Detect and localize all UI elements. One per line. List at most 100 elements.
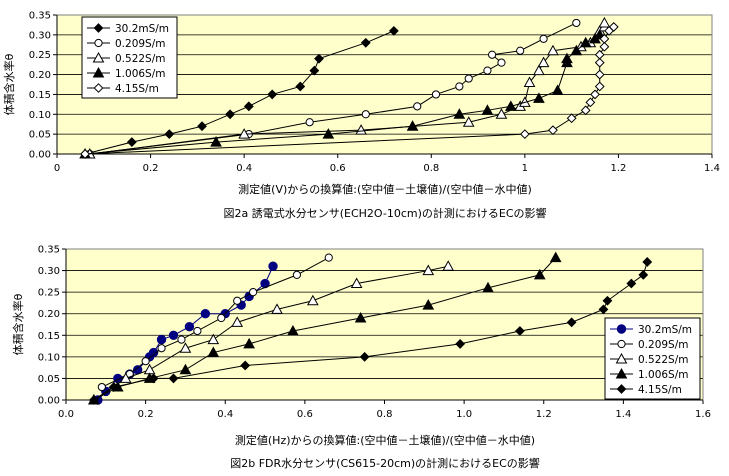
data-point (240, 360, 251, 371)
data-point (361, 110, 370, 119)
data-point (267, 89, 278, 100)
data-point (314, 53, 324, 64)
legend-label: 30.2mS/m (115, 23, 169, 35)
series-line (89, 22, 577, 155)
legend-label: 4.15S/m (638, 384, 682, 396)
data-point (179, 363, 192, 375)
data-point (579, 36, 592, 48)
legend: 30.2mS/m 0.209S/m 0.522S/m 1.006S/m 4.15S/m (81, 16, 178, 99)
data-point (442, 260, 455, 271)
data-point (422, 264, 435, 276)
y-tick-label: 0.10 (38, 352, 60, 363)
data-point (350, 277, 363, 289)
legend-marker (94, 38, 103, 48)
data-point (156, 334, 167, 345)
x-tick-label: 1.0 (456, 409, 472, 420)
data-point (455, 82, 464, 91)
series-line (93, 257, 557, 401)
data-point (516, 46, 525, 55)
x-tick-label: 0.2 (143, 163, 159, 174)
series-line (84, 30, 395, 155)
data-point (537, 56, 550, 68)
data-point (455, 339, 466, 349)
data-point (355, 124, 367, 135)
data-point (243, 337, 255, 349)
data-point (126, 137, 137, 147)
data-point (608, 22, 619, 32)
data-point (243, 101, 254, 112)
data-point (549, 251, 562, 263)
data-point (594, 49, 605, 60)
series-0.209S/m (97, 253, 333, 392)
x-tick-label: 0 (54, 163, 60, 174)
data-point (168, 330, 179, 340)
legend-label: 1.006S/m (115, 68, 166, 80)
data-point (598, 304, 609, 315)
y-tick-label: 0.05 (29, 130, 51, 141)
data-point (306, 294, 319, 306)
x-axis-label: 測定値(Hz)からの換算値:(空中値－土壌値)/(空中値－水中値) (235, 433, 535, 447)
data-point (231, 316, 244, 327)
data-point (642, 257, 653, 267)
data-point (249, 288, 258, 297)
y-tick-label: 0.30 (29, 30, 51, 41)
data-point (453, 108, 466, 119)
data-point (80, 149, 90, 159)
data-point (309, 65, 320, 76)
data-point (594, 69, 605, 80)
data-point (108, 382, 119, 392)
data-point (594, 81, 605, 92)
y-tick-label: 0.25 (38, 288, 60, 299)
data-point (626, 278, 637, 289)
x-axis-label: 測定値(V)からの換算値:(空中値－土壌値)/(空中値－水中値) (238, 182, 532, 196)
data-point (504, 100, 517, 111)
series-1.006S/m (79, 28, 606, 159)
data-point (533, 64, 545, 76)
y-tick-label: 0.15 (38, 331, 60, 342)
data-point (561, 52, 573, 64)
data-point (585, 97, 596, 108)
data-point (388, 25, 399, 36)
data-point (482, 281, 494, 293)
data-point (287, 324, 299, 336)
x-tick-label: 0.8 (423, 163, 439, 174)
data-point (413, 102, 422, 111)
y-tick-label: 0.25 (29, 50, 51, 61)
data-point (322, 128, 335, 139)
legend-label: 0.209S/m (638, 339, 689, 351)
y-tick-label: 0.20 (38, 309, 60, 320)
data-point (599, 41, 610, 52)
y-tick-label: 0.20 (29, 70, 51, 81)
series-1.006S/m (88, 251, 562, 405)
data-point (119, 372, 132, 383)
x-tick-label: 0.8 (377, 409, 393, 420)
chart-2a: 0.00 0.05 0.10 0.15 0.20 0.25 0.30 0.35 0 0.2 0.4 0… (2, 11, 720, 221)
figure-caption: 図2b FDR水分センサ(CS615-20cm)の計測におけるECの影響 (230, 456, 540, 470)
data-point (481, 104, 494, 115)
data-point (148, 373, 159, 384)
data-point (523, 76, 536, 88)
data-point (354, 311, 367, 323)
data-point (292, 270, 302, 279)
series-4.15S/m (80, 22, 619, 159)
y-axis-label: 体積含水率θ (11, 293, 25, 355)
data-point (638, 269, 649, 280)
legend-label: 1.006S/m (638, 369, 689, 381)
data-point (179, 342, 192, 353)
x-tick-label: 1.4 (615, 409, 631, 420)
series-4.15S/m (88, 257, 653, 405)
x-tick-label: 1.2 (610, 163, 626, 174)
data-point (533, 268, 546, 280)
data-point (519, 129, 530, 140)
data-point (488, 50, 497, 59)
data-point (590, 89, 600, 100)
data-point (295, 81, 306, 92)
plot-area (66, 249, 703, 400)
data-point (547, 44, 559, 56)
legend-marker (616, 324, 627, 334)
data-point (406, 120, 419, 131)
y-tick-label: 0.00 (38, 396, 60, 407)
x-tick-label: 0.0 (58, 409, 74, 420)
legend-label: 0.209S/m (115, 38, 166, 50)
